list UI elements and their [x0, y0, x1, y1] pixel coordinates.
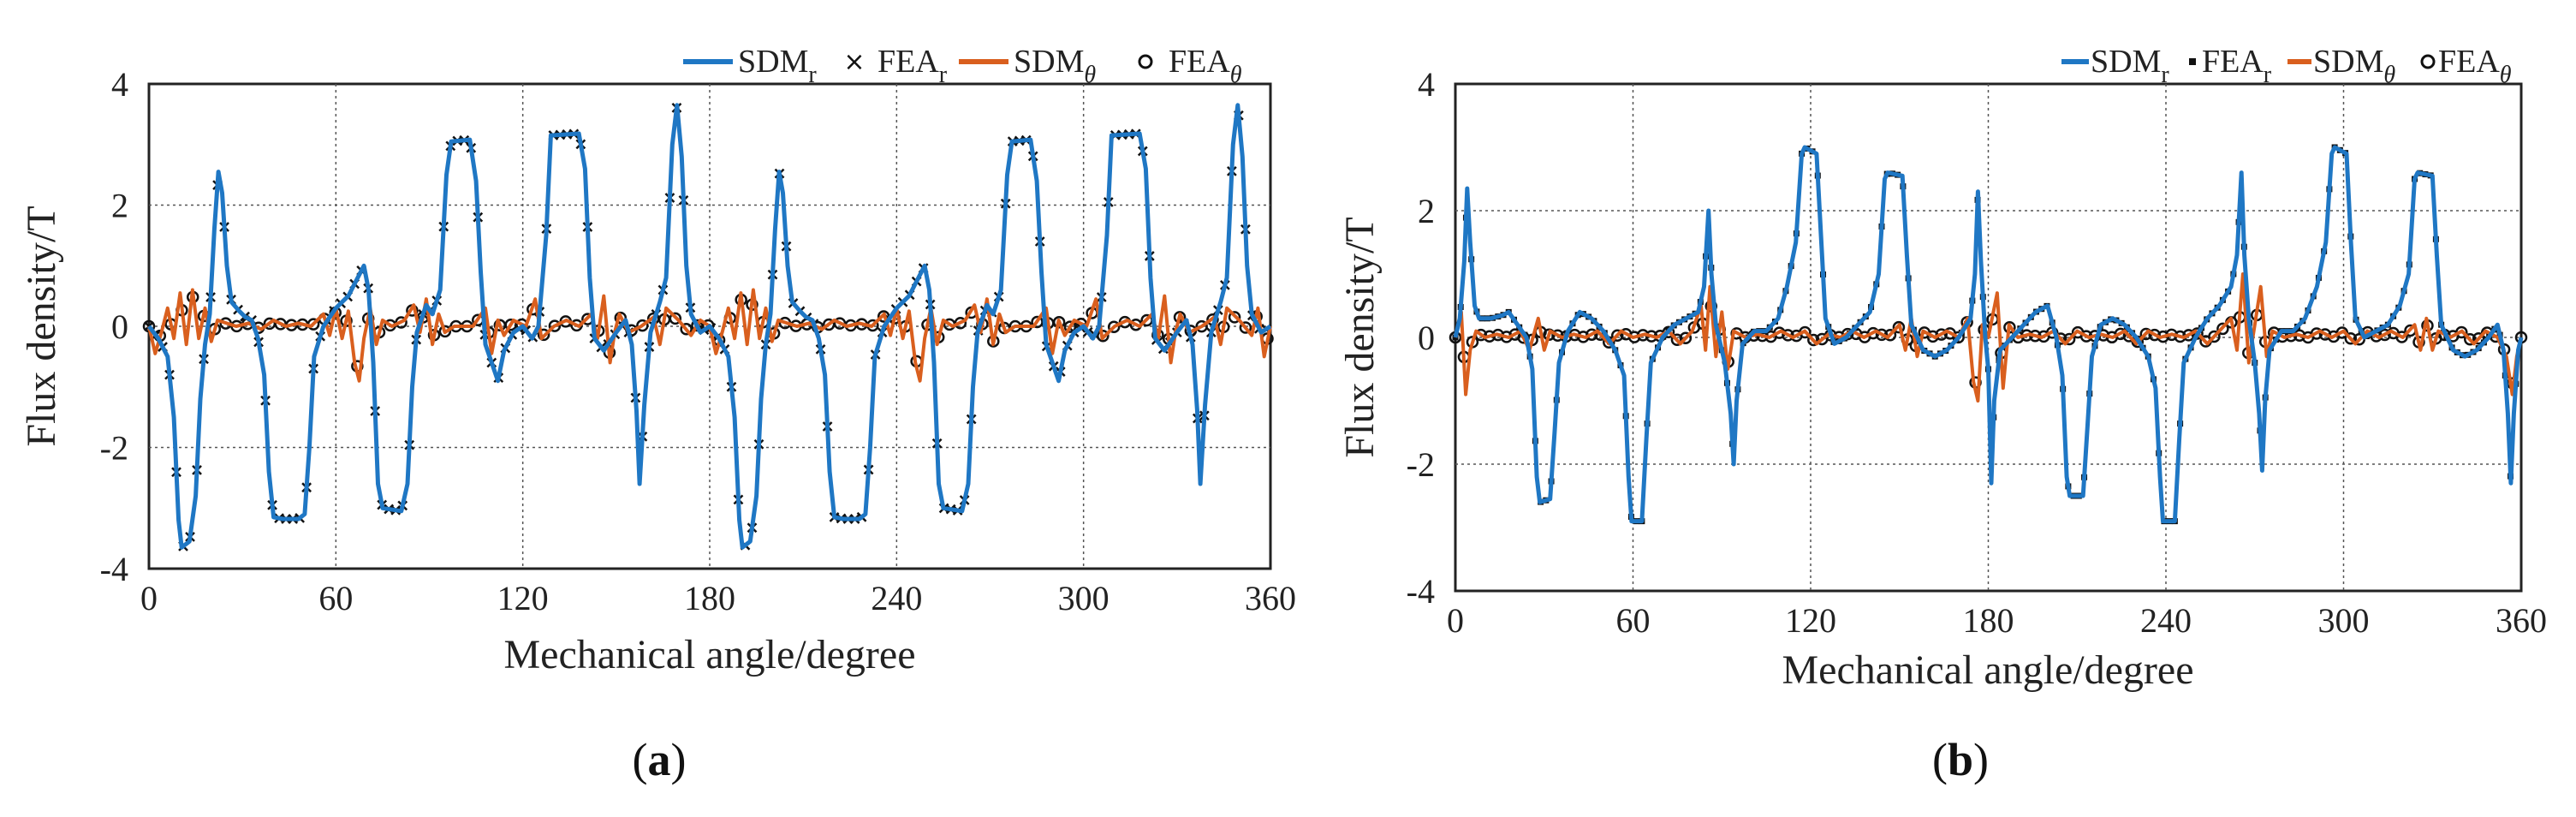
panel-b-fea-theta-marker: [2472, 332, 2485, 345]
panel-b-y-tick-label: 4: [1418, 65, 1435, 104]
panel-b-y-tick-label: 2: [1418, 192, 1435, 230]
panel-a-fea-theta-marker: [636, 319, 649, 332]
panel-b-fea-theta-marker: [1679, 331, 1693, 345]
panel-b-y-tick-label: -2: [1407, 445, 1435, 484]
panel-a-fea-theta-marker: [438, 325, 452, 338]
panel-b: 0 60 120 180 240 300 360 -4 -2 0 2 4 Mechanical an…: [1337, 44, 2547, 785]
panel-b-fea-theta-marker: [1952, 331, 1965, 344]
legend-a-fea-r-marker: ×: [843, 47, 865, 77]
panel-a-x-tick-labels: 0 60 120 180 240 300 360: [140, 579, 1296, 617]
panel-b-x-tick-label: 300: [2318, 601, 2370, 640]
legend-b-fea-theta-label: FEAθ: [2438, 44, 2512, 88]
panel-a-fea-theta-marker: [548, 319, 562, 332]
panel-b-x-tick-label: 240: [2140, 601, 2192, 640]
panel-a-fea-theta-marker: [702, 319, 715, 332]
panel-a-y-tick-label: -4: [100, 550, 128, 588]
panel-a-y-tick-labels: -4 -2 0 2 4: [100, 65, 128, 588]
legend-b-sdm-r-label: SDMr: [2091, 44, 2169, 88]
panel-a-fea-theta-marker: [1239, 321, 1252, 334]
panel-b-line-sdm-θ: [1454, 272, 2523, 403]
panel-b-x-tick-label: 360: [2496, 601, 2547, 640]
panel-b-fea-theta-marker: [2378, 328, 2391, 342]
panel-b-x-tick-labels: 0 60 120 180 240 300 360: [1447, 601, 2547, 640]
panel-a-fea-theta-marker: [680, 323, 693, 336]
panel-a-x-tick-label: 240: [871, 579, 922, 617]
panel-b-fea-theta-marker: [1935, 328, 1948, 341]
panel-a-fea-theta-marker: [1097, 330, 1110, 343]
panel-a-x-tick-label: 300: [1058, 579, 1110, 617]
legend-b-fea-theta-marker: [2420, 54, 2436, 69]
panel-b-line-sdm-r: [1453, 145, 2524, 524]
panel-b-fea-theta-marker: [2318, 328, 2332, 341]
panel-b-y-tick-label: -4: [1407, 572, 1435, 611]
panel-a-fea-theta-marker: [1063, 320, 1077, 333]
panel-a-caption: (a): [633, 734, 687, 785]
panel-b-fea-theta-marker: [1841, 327, 1854, 341]
panel-a: 0 60 120 180 240 300 360 -4 -2 0 2 4 Mechanical an…: [19, 44, 1296, 785]
legend-b-sdm-theta-label: SDMθ: [2313, 44, 2395, 88]
panel-a-fea-theta-marker: [669, 312, 682, 325]
panel-b-fea-theta-marker: [1892, 320, 1906, 334]
legend-b-fea-r-marker: [2189, 58, 2196, 65]
panel-b-fea-theta-marker: [2395, 331, 2408, 343]
panel-a-fea-theta-marker: [614, 311, 628, 325]
panel-b-y-axis-label: Flux density/T: [1337, 217, 1383, 457]
panel-b-fea-theta-marker: [2148, 328, 2161, 342]
panel-a-y-tick-label: 0: [111, 307, 128, 346]
panel-a-x-tick-label: 180: [684, 579, 735, 617]
panel-a-fea-theta-marker: [954, 317, 967, 330]
panel-b-caption: (b): [1932, 734, 1989, 785]
panel-a-fea-theta-marker: [1228, 311, 1241, 324]
panel-b-x-tick-label: 0: [1447, 601, 1464, 640]
panel-b-fea-theta-marker: [1585, 328, 1598, 341]
panel-b-y-tick-labels: -4 -2 0 2 4: [1407, 65, 1435, 611]
legend-a-fea-theta-label: FEAθ: [1169, 44, 1242, 88]
panel-a-y-tick-label: 4: [111, 65, 128, 104]
panel-a-x-tick-label: 360: [1245, 579, 1296, 617]
panel-a-y-tick-label: -2: [100, 429, 128, 468]
legend-b-fea-r-label: FEAr: [2202, 44, 2272, 88]
panel-b-legend: SDMr FEAr SDMθ FEAθ: [2061, 44, 2512, 88]
panel-b-fea-theta-marker: [2463, 333, 2477, 346]
panel-b-y-tick-label: 0: [1418, 319, 1435, 357]
panel-a-x-tick-label: 60: [318, 579, 353, 617]
panel-b-fea-theta-marker: [2208, 330, 2221, 343]
panel-b-fea-theta-marker: [2182, 329, 2195, 342]
panel-a-y-tick-label: 2: [111, 187, 128, 225]
panel-a-fea-theta-marker: [1052, 315, 1066, 329]
panel-b-x-axis-label: Mechanical angle/degree: [1782, 647, 2193, 693]
panel-a-line-sdm-θ: [147, 288, 1272, 383]
panel-b-fea-theta-marker: [1875, 328, 1889, 342]
panel-a-y-axis-label: Flux density/T: [19, 206, 64, 446]
panel-a-x-tick-label: 120: [497, 579, 549, 617]
panel-a-fea-theta-marker: [1107, 320, 1121, 333]
legend-a-sdm-theta-label: SDMθ: [1014, 44, 1096, 88]
panel-b-fea-theta-marker: [1782, 329, 1794, 342]
panel-b-fea-theta-marker: [2062, 332, 2076, 346]
panel-a-fea-theta-marker: [1195, 319, 1208, 333]
panel-b-series: [1453, 145, 2524, 524]
panel-b-fea-theta-marker: [2216, 322, 2229, 336]
panel-b-x-tick-label: 180: [1963, 601, 2014, 640]
panel-a-x-axis-label: Mechanical angle/degree: [503, 632, 915, 677]
panel-a-legend: SDMr × FEAr SDMθ FEAθ: [683, 44, 1242, 88]
legend-a-fea-theta-marker: [1138, 54, 1153, 69]
panel-a-fea-theta-marker: [537, 328, 550, 342]
panel-b-fea-theta-marker: [1610, 329, 1624, 342]
panel-a-x-tick-label: 0: [140, 579, 158, 617]
panel-a-line-sdm-r: [147, 103, 1272, 550]
panel-b-fea-theta-marker: [2344, 332, 2358, 345]
panel-a-series: [147, 103, 1272, 550]
panel-b-x-tick-label: 60: [1616, 601, 1651, 640]
legend-a-sdm-r-label: SDMr: [738, 44, 817, 88]
legend-a-fea-r-label: FEAr: [878, 44, 948, 88]
panel-b-x-tick-label: 120: [1785, 601, 1836, 640]
